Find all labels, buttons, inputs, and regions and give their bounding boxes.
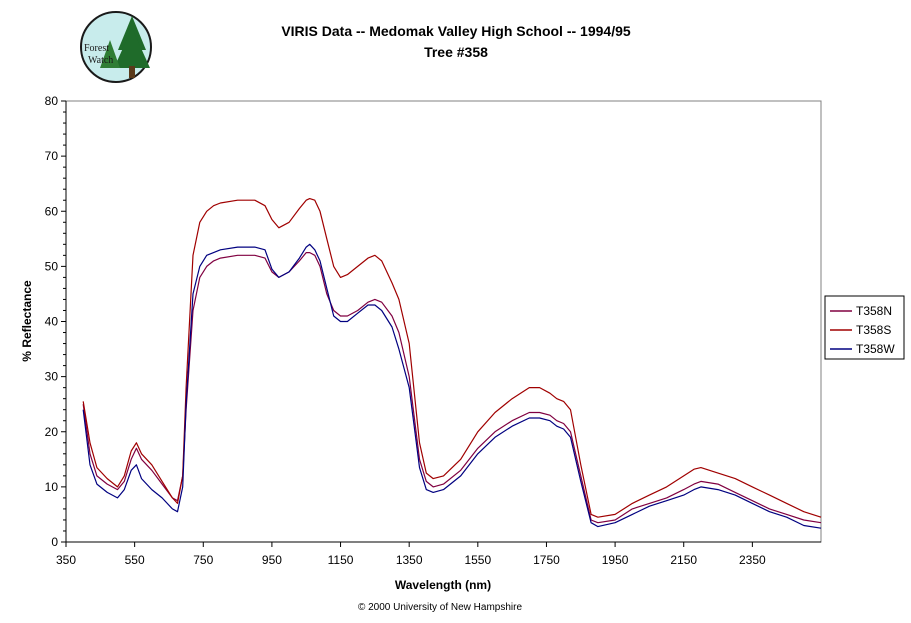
chart-subtitle: Tree #358 (424, 44, 488, 60)
y-tick-label: 20 (45, 425, 59, 439)
copyright-text: © 2000 University of New Hampshire (358, 602, 523, 613)
x-tick-label: 2150 (670, 553, 697, 567)
forest-watch-logo: Forest Watch (80, 11, 152, 83)
y-tick-label: 30 (45, 370, 59, 384)
legend-label-t358s: T358S (856, 323, 891, 337)
series-lines (82, 198, 822, 529)
y-axis-title: % Reflectance (20, 280, 34, 362)
x-tick-label: 2350 (739, 553, 766, 567)
logo-text-watch: Watch (88, 55, 113, 66)
x-tick-label: 350 (56, 553, 76, 567)
y-axis: 0 10 20 30 40 50 60 70 80 (45, 94, 67, 549)
legend-label-t358w: T358W (856, 342, 895, 356)
series-line-t358w (82, 243, 822, 529)
x-tick-label: 550 (125, 553, 145, 567)
logo-text-forest: Forest (84, 43, 109, 54)
y-tick-label: 50 (45, 259, 59, 273)
x-tick-label: 1750 (533, 553, 560, 567)
y-tick-label: 10 (45, 480, 59, 494)
x-axis: 350 550 750 950 1150 1350 1550 1750 1950 2150 2350 (56, 541, 821, 567)
x-tick-label: 1350 (396, 553, 423, 567)
x-axis-title: Wavelength (nm) (395, 578, 491, 592)
x-tick-label: 1950 (602, 553, 629, 567)
y-tick-label: 80 (45, 94, 59, 108)
x-tick-label: 1550 (464, 553, 491, 567)
y-tick-label: 40 (45, 315, 59, 329)
x-tick-label: 750 (193, 553, 213, 567)
legend-label-t358n: T358N (856, 304, 892, 318)
y-tick-label: 0 (51, 535, 58, 549)
y-tick-label: 70 (45, 149, 59, 163)
x-tick-label: 1150 (328, 553, 354, 567)
y-tick-label: 60 (45, 204, 59, 218)
x-tick-label: 950 (262, 553, 282, 567)
chart-title: VIRIS Data -- Medomak Valley High School… (281, 23, 631, 39)
series-line-t358s (82, 198, 822, 518)
legend: T358N T358S T358W (824, 295, 905, 360)
